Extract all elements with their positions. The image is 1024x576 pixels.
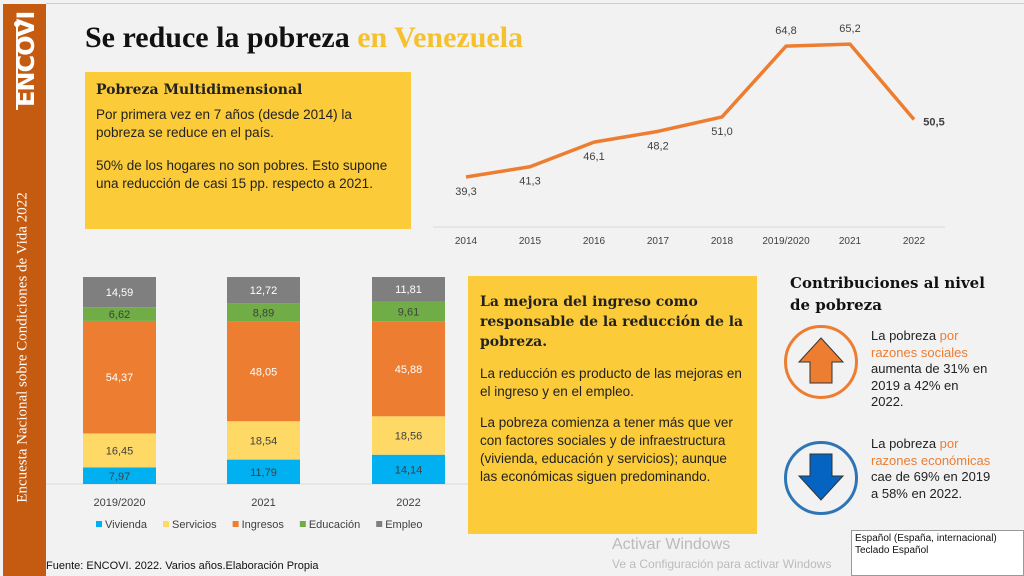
top-border: [46, 3, 1024, 4]
activation-watermark: Activar Windows: [612, 536, 731, 553]
x-tick-label: 2016: [583, 236, 606, 247]
tooltip-line: Teclado Español: [855, 545, 929, 556]
legend-swatch: [232, 521, 239, 527]
legend-label: Educación: [309, 519, 360, 531]
data-label: 41,3: [519, 176, 540, 188]
legend-swatch: [376, 521, 383, 527]
logo-pin-icon: [14, 21, 20, 110]
bar-label: 11,79: [250, 467, 277, 479]
bar-label: 14,59: [106, 287, 134, 299]
data-label: 51,0: [711, 126, 732, 138]
bar-segment-servicios: [227, 421, 300, 460]
data-label: 50,5: [923, 117, 944, 129]
box-heading: Pobreza Multidimensional: [96, 82, 303, 98]
data-label: 39,3: [455, 186, 476, 198]
box-paragraph: La pobreza comienza a tener más que ver …: [480, 415, 733, 484]
bar-segment-vivienda: [372, 454, 445, 484]
bar-segment-ingresos: [227, 321, 300, 422]
economic-reasons-text: La pobreza por razones económicas cae de…: [871, 436, 991, 501]
bar-segment-vivienda: [83, 467, 156, 484]
x-tick-label: 2022: [903, 236, 926, 247]
bar-segment-educación: [372, 301, 445, 322]
page-title: Se reduce la pobreza en Venezuela: [85, 21, 523, 55]
data-label: 64,8: [775, 25, 796, 37]
bar-label: 48,05: [250, 366, 278, 378]
bar-segment-educación: [83, 307, 156, 321]
x-tick-label: 2019/2020: [94, 497, 146, 509]
bar-label: 45,88: [395, 364, 423, 376]
bar-label: 12,72: [250, 285, 278, 297]
x-tick-label: 2018: [711, 236, 734, 247]
multidimensional-poverty-box: Pobreza Multidimensional Por primera vez…: [85, 72, 411, 229]
legend-swatch: [96, 521, 102, 527]
bar-label: 54,37: [106, 372, 134, 384]
x-tick-label: 2019/2020: [762, 236, 810, 247]
legend-label: Ingresos: [242, 519, 285, 531]
title-main: Se reduce la pobreza: [85, 21, 358, 54]
bar-segment-vivienda: [227, 459, 300, 484]
bar-label: 6,62: [109, 309, 130, 321]
bar-segment-empleo: [372, 277, 445, 302]
tooltip-line: Español (España, internacional): [855, 533, 997, 544]
bar-label: 9,61: [398, 306, 419, 318]
sidebar: ENCOVI Encuesta Nacional sobre Condicion…: [3, 4, 46, 576]
bar-segment-servicios: [83, 433, 156, 468]
encovi-logo: ENCOVI: [11, 12, 41, 113]
bar-label: 14,14: [395, 464, 423, 476]
bar-label: 11,81: [395, 284, 422, 296]
social-reasons-text: La pobreza por razones sociales aumenta …: [871, 328, 988, 409]
legend-swatch: [163, 521, 169, 527]
x-tick-label: 2014: [455, 236, 478, 247]
x-tick-label: 2015: [519, 236, 542, 247]
x-tick-label: 2017: [647, 236, 670, 247]
x-tick-label: 2022: [396, 497, 420, 509]
bar-segment-ingresos: [83, 320, 156, 434]
keyboard-language-tooltip: Español (España, internacional) Teclado …: [851, 530, 1024, 576]
bar-label: 18,56: [395, 431, 423, 443]
arrow-up-icon: [784, 325, 858, 399]
bar-label: 8,89: [253, 308, 274, 320]
poverty-line-chart: 39,3 2014 41,3 2015 46,1 2016 48,2 2017 51,0 2018…: [433, 23, 945, 247]
box-heading: La mejora del ingreso como responsable d…: [480, 294, 744, 350]
title-accent: en Venezuela: [357, 21, 524, 54]
box-paragraph: Por primera vez en 7 años (desde 2014) l…: [96, 107, 352, 140]
x-tick-label: 2021: [251, 497, 275, 509]
bar-label: 7,97: [109, 471, 130, 483]
x-tick-label: 2021: [839, 236, 862, 247]
contributions-title: Contribuciones al nivel de pobreza: [790, 274, 985, 314]
stacked-bar-chart: 7,97 16,45 54,37 6,62 14,59 2019/2020 11,79 18,…: [46, 277, 516, 531]
legend-label: Vivienda: [105, 519, 148, 531]
box-paragraph: 50% de los hogares no son pobres. Esto s…: [96, 158, 388, 191]
bar-segment-ingresos: [372, 321, 445, 417]
bar-label: 18,54: [250, 435, 278, 447]
legend-label: Empleo: [385, 519, 422, 531]
legend-label: Servicios: [172, 519, 217, 531]
data-label: 48,2: [647, 140, 668, 152]
data-label: 46,1: [583, 151, 604, 163]
bar-segment-servicios: [372, 416, 445, 455]
series-line: [465, 42, 916, 179]
bar-segment-empleo: [227, 277, 300, 304]
bar-label: 16,45: [106, 445, 134, 457]
bar-segment-educación: [227, 303, 300, 322]
box-paragraph: La reducción es producto de las mejoras …: [480, 366, 742, 399]
legend-swatch: [299, 521, 306, 527]
activation-watermark-sub: Ve a Configuración para activar Windows: [612, 557, 832, 571]
income-improvement-box: La mejora del ingreso como responsable d…: [468, 276, 757, 534]
arrow-down-icon: [784, 441, 858, 515]
source-note: Fuente: ENCOVI. 2022. Varios años.Elabor…: [46, 560, 319, 572]
data-label: 65,2: [839, 23, 860, 35]
bar-segment-empleo: [83, 277, 156, 308]
